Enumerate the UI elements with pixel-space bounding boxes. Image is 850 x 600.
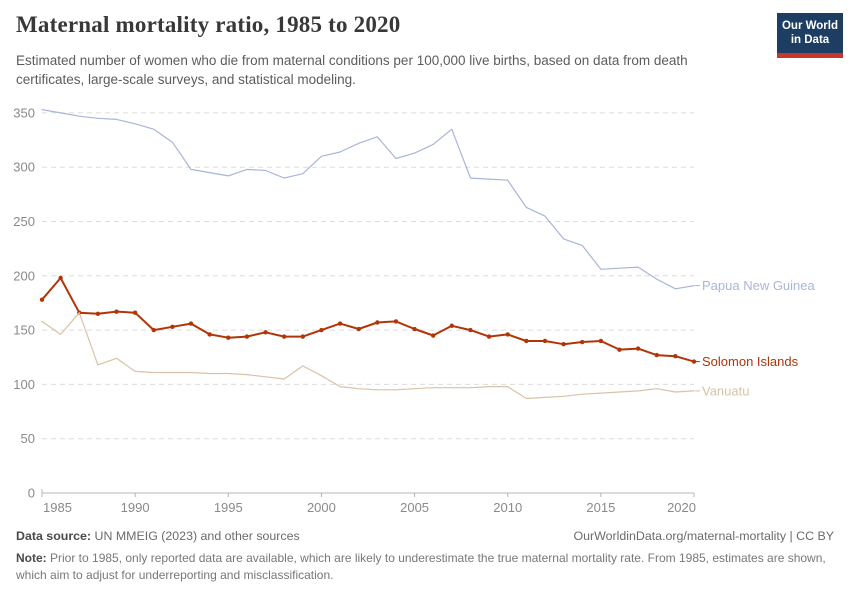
series-point-solomon-islands[interactable] [505,332,510,337]
x-axis-tick-label: 2010 [493,500,522,515]
line-chart-svg[interactable]: 0 50 100 150 200 250 300 350 1985 1990 1995 2000 200… [0,95,850,525]
y-axis-tick-label: 250 [13,214,35,229]
x-axis-tick-label: 2000 [307,500,336,515]
series-point-solomon-islands[interactable] [319,327,324,333]
series-point-solomon-islands[interactable] [654,352,659,358]
series-point-solomon-islands[interactable] [281,334,287,339]
series-point-solomon-islands[interactable] [375,320,380,325]
series-line-papua-new-guinea[interactable] [41,109,695,290]
series-point-solomon-islands[interactable] [337,321,343,326]
series-point-solomon-islands[interactable] [673,353,678,359]
series-point-solomon-islands[interactable] [691,359,697,364]
x-axis-tick-label: 1995 [214,500,243,515]
series-point-solomon-islands[interactable] [58,275,63,281]
series-line-solomon-islands[interactable] [41,277,695,363]
series-point-solomon-islands[interactable] [468,327,473,333]
series-point-solomon-islands[interactable] [114,309,119,314]
series-point-solomon-islands[interactable] [486,334,492,339]
series-point-solomon-islands[interactable] [244,334,250,339]
series-label-solomon-islands[interactable]: Solomon Islands [702,354,799,369]
series-point-solomon-islands[interactable] [300,334,305,339]
series-point-solomon-islands[interactable] [412,326,417,332]
x-axis-tick-label: 2020 [667,500,696,515]
series-point-solomon-islands[interactable] [598,338,604,344]
y-axis-tick-label: 200 [13,268,35,283]
y-axis-tick-label: 300 [13,160,35,175]
series-point-solomon-islands[interactable] [188,321,194,326]
y-axis-tick-label: 150 [13,323,35,338]
series-point-solomon-islands[interactable] [617,347,622,352]
series-point-solomon-islands[interactable] [431,333,436,338]
line-chart[interactable]: 0 50 100 150 200 250 300 350 1985 1990 1995 2000 200… [0,95,850,525]
data-source-label: Data source: [16,529,92,543]
x-axis-tick-label: 2005 [400,500,429,515]
owid-logo[interactable]: Our World in Data [777,13,843,58]
note-text: Prior to 1985, only reported data are av… [16,551,826,583]
x-axis-tick-label: 2015 [586,500,615,515]
chart-footer: Data source: UN MMEIG (2023) and other s… [16,529,834,584]
series-point-solomon-islands[interactable] [263,330,268,335]
y-axis-tick-label: 100 [13,377,35,392]
series-point-solomon-islands[interactable] [95,311,101,317]
x-axis-tick-label: 1985 [43,500,72,515]
series-point-solomon-islands[interactable] [39,297,45,302]
series-label-vanuatu[interactable]: Vanuatu [702,383,749,398]
y-axis-tick-label: 0 [28,486,35,501]
data-source-text: UN MMEIG (2023) and other sources [91,529,300,543]
y-axis-tick-label: 50 [21,431,35,446]
series-point-solomon-islands[interactable] [635,346,641,351]
series-point-solomon-islands[interactable] [393,319,399,324]
series-point-solomon-islands[interactable] [580,339,585,345]
page-title: Maternal mortality ratio, 1985 to 2020 [16,12,401,37]
data-source-line: Data source: UN MMEIG (2023) and other s… [16,529,300,543]
series-point-solomon-islands[interactable] [132,310,138,315]
series-point-solomon-islands[interactable] [561,342,566,347]
x-axis-tick-label: 1990 [121,500,150,515]
owid-citation-link[interactable]: OurWorldinData.org/maternal-mortality | … [573,529,834,543]
note-label: Note: [16,551,47,565]
series-point-solomon-islands[interactable] [524,338,529,344]
y-axis-tick-label: 350 [13,105,35,120]
series-point-solomon-islands[interactable] [356,326,361,332]
owid-logo-line2: in Data [790,34,830,47]
chart-subtitle: Estimated number of women who die from m… [16,53,688,87]
series-point-solomon-islands[interactable] [449,323,455,328]
series-point-solomon-islands[interactable] [207,332,212,337]
series-point-solomon-islands[interactable] [170,324,175,330]
series-point-solomon-islands[interactable] [542,338,548,344]
owid-logo-line1: Our World [781,20,838,32]
series-point-solomon-islands[interactable] [226,335,231,340]
chart-note: Note: Prior to 1985, only reported data … [16,550,834,584]
series-label-papua-new-guinea[interactable]: Papua New Guinea [702,278,816,293]
series-line-vanuatu[interactable] [41,312,695,400]
series-point-solomon-islands[interactable] [151,327,156,333]
